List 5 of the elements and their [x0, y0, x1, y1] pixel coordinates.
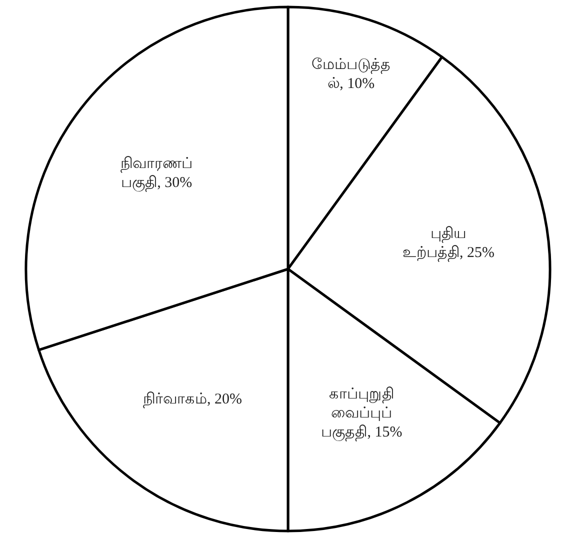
- slice-label: நிவாரணப் பகுதி, 30%: [120, 154, 194, 193]
- slice-label: நிர்வாகம், 20%: [142, 390, 244, 410]
- slice-label: காப்புறுதி வைப்புப் பகுததி, 15%: [320, 385, 404, 442]
- slice-label: மேம்படுத்தல், 10%: [310, 56, 392, 94]
- slice-label: புதிய உற்பத்தி, 25%: [401, 224, 496, 263]
